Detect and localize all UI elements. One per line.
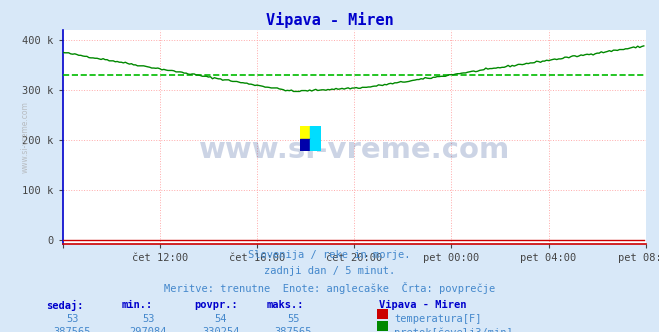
Text: sedaj:: sedaj: <box>46 300 84 311</box>
Text: www.si-vreme.com: www.si-vreme.com <box>198 136 510 164</box>
Text: povpr.:: povpr.: <box>194 300 238 310</box>
Text: Slovenija / reke in morje.: Slovenija / reke in morje. <box>248 250 411 260</box>
Bar <box>310 138 321 151</box>
Text: www.si-vreme.com: www.si-vreme.com <box>20 101 29 173</box>
Bar <box>300 126 310 138</box>
Text: 387565: 387565 <box>275 327 312 332</box>
Text: 297084: 297084 <box>130 327 167 332</box>
Text: maks.:: maks.: <box>267 300 304 310</box>
Text: min.:: min.: <box>122 300 153 310</box>
Text: 53: 53 <box>67 314 78 324</box>
Text: Meritve: trenutne  Enote: angleсaške  Črta: povprečje: Meritve: trenutne Enote: angleсaške Črta… <box>164 282 495 294</box>
Text: 387565: 387565 <box>54 327 91 332</box>
Text: Vipava - Miren: Vipava - Miren <box>379 300 467 310</box>
Text: 55: 55 <box>287 314 299 324</box>
Text: temperatura[F]: temperatura[F] <box>394 314 482 324</box>
Text: Vipava - Miren: Vipava - Miren <box>266 12 393 28</box>
Text: pretok[čevelj3/min]: pretok[čevelj3/min] <box>394 327 513 332</box>
Bar <box>310 126 321 138</box>
Text: 330254: 330254 <box>202 327 239 332</box>
Bar <box>300 138 310 151</box>
Text: 54: 54 <box>215 314 227 324</box>
Text: 53: 53 <box>142 314 154 324</box>
Text: zadnji dan / 5 minut.: zadnji dan / 5 minut. <box>264 266 395 276</box>
